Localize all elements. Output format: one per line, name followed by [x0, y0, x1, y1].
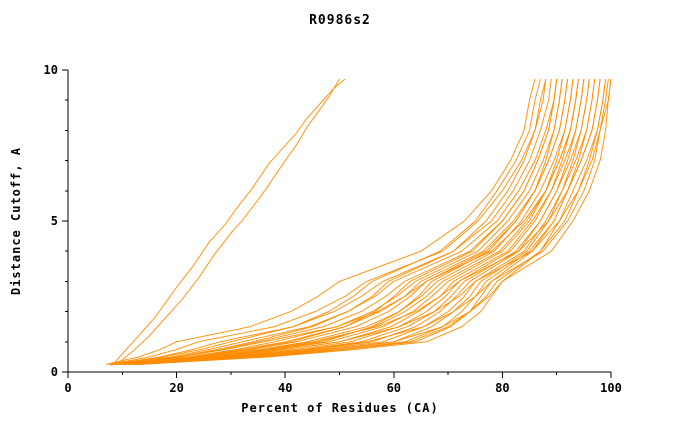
- model-curve: [119, 79, 558, 365]
- model-curve: [122, 79, 574, 365]
- x-axis-label: Percent of Residues (CA): [241, 401, 439, 415]
- y-tick-label: 10: [44, 63, 58, 77]
- model-curve: [105, 78, 536, 365]
- model-curve: [111, 78, 346, 367]
- x-tick-label: 20: [169, 381, 183, 395]
- model-curve: [135, 79, 612, 365]
- model-curve: [122, 79, 607, 365]
- model-curve: [138, 79, 607, 365]
- x-tick-label: 80: [495, 381, 509, 395]
- model-curve: [116, 79, 563, 365]
- model-curve: [119, 79, 569, 365]
- y-axis-label: Distance Cutoff, A: [9, 146, 23, 296]
- model-curve: [111, 79, 552, 365]
- model-curve: [114, 79, 547, 365]
- model-curve: [127, 79, 579, 365]
- model-curve: [116, 79, 569, 365]
- model-curve: [111, 79, 579, 365]
- model-curve: [133, 79, 590, 365]
- model-curve: [130, 79, 585, 365]
- x-tick-label: 100: [600, 381, 622, 395]
- model-curve: [116, 79, 601, 365]
- y-tick-label: 5: [51, 214, 58, 228]
- model-curve: [108, 78, 547, 365]
- model-curve: [127, 79, 609, 365]
- x-tick-label: 0: [64, 381, 71, 395]
- model-curve: [122, 79, 574, 365]
- y-tick-label: 0: [51, 365, 58, 379]
- model-curve: [108, 78, 541, 365]
- chart-title: R0986s2: [309, 13, 371, 28]
- model-curve: [124, 79, 563, 365]
- x-tick-label: 60: [387, 381, 401, 395]
- model-curve: [116, 78, 340, 365]
- x-tick-label: 40: [278, 381, 292, 395]
- model-curve: [111, 79, 558, 365]
